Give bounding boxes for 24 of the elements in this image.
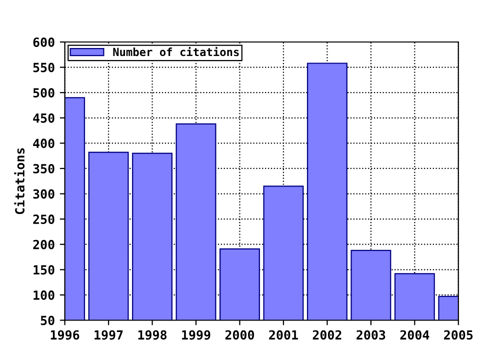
- y-tick-label: 300: [33, 189, 54, 199]
- y-tick-label: 50: [40, 316, 54, 326]
- x-tick-label: 2001: [269, 330, 298, 340]
- y-tick-label: 450: [33, 113, 54, 123]
- y-tick-label: 200: [33, 240, 54, 250]
- y-tick-label: 500: [33, 88, 54, 98]
- x-tick-label: 2003: [356, 330, 386, 340]
- x-tick-label: 1998: [138, 330, 167, 340]
- y-tick-label: 100: [34, 290, 54, 300]
- x-tick-label: 1997: [94, 330, 123, 340]
- x-tick-label: 2005: [444, 330, 473, 340]
- legend-label: Number of citations: [113, 46, 239, 56]
- y-tick-label: 250: [33, 214, 54, 224]
- y-tick-label: 350: [33, 164, 54, 174]
- x-tick-label: 1996: [50, 330, 80, 340]
- y-tick-label: 150: [34, 265, 54, 275]
- x-tick-label: 2004: [400, 330, 430, 340]
- x-tick-label: 2000: [225, 330, 254, 340]
- y-tick-label: 550: [33, 62, 54, 72]
- x-tick-label: 2002: [312, 330, 342, 340]
- y-axis-title: Citations: [14, 148, 25, 214]
- y-tick-label: 400: [33, 138, 54, 148]
- y-tick-label: 600: [33, 37, 54, 47]
- x-tick-label: 1999: [182, 330, 210, 340]
